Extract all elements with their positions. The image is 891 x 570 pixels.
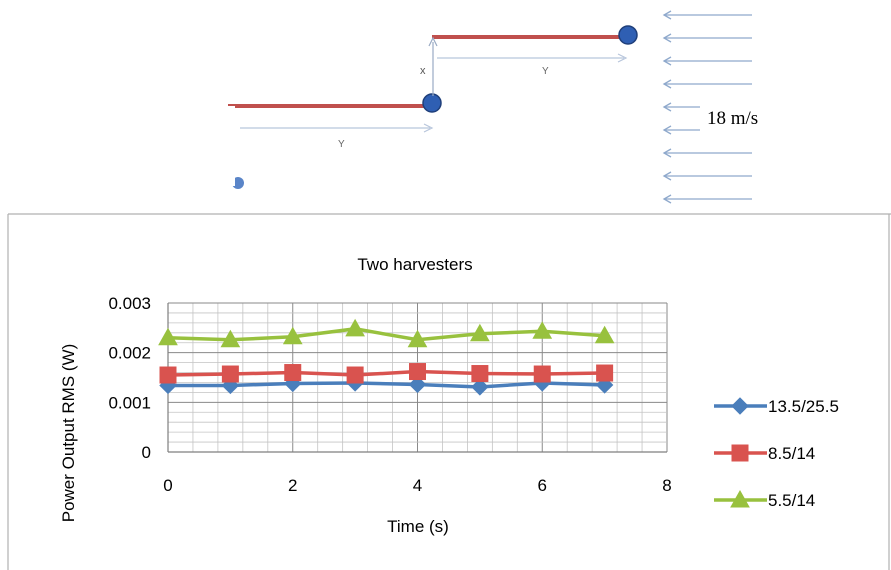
- legend-label: 8.5/14: [768, 444, 815, 463]
- data-point: [221, 365, 239, 383]
- data-point: [596, 364, 614, 382]
- data-point: [158, 327, 178, 346]
- data-point: [532, 321, 553, 339]
- series-line: [167, 369, 605, 377]
- x-tick-labels: 0 2 4 6 8: [163, 476, 671, 495]
- data-point: [471, 365, 489, 383]
- wind-arrows: [662, 10, 752, 204]
- x-axis-title: Time (s): [387, 517, 449, 536]
- data-point: [282, 326, 303, 345]
- data-point: [284, 364, 302, 382]
- chart-title: Two harvesters: [357, 255, 472, 274]
- y-dimension-arrowhead-upper: [617, 53, 628, 63]
- data-point: [408, 375, 427, 394]
- y-dimension-label-upper: Y: [542, 66, 549, 77]
- y-tick-label: 0.002: [108, 344, 151, 363]
- data-point: [159, 366, 177, 384]
- data-point: [220, 329, 241, 348]
- harvester-schematic: x Y Y 18 m/s: [8, 10, 891, 215]
- wind-arrow: [662, 171, 752, 181]
- wind-arrow: [662, 148, 752, 158]
- wind-arrow: [662, 10, 752, 20]
- data-point: [471, 378, 489, 396]
- legend-entry: 5.5/14: [714, 489, 815, 510]
- data-point: [346, 366, 364, 384]
- y-tick-label: 0: [142, 443, 151, 462]
- series-2: [159, 363, 614, 384]
- data-point: [533, 365, 551, 383]
- wind-arrow: [662, 33, 752, 43]
- legend-marker: [731, 444, 749, 462]
- legend-label: 5.5/14: [768, 491, 815, 510]
- wind-speed-label: 18 m/s: [707, 108, 758, 129]
- data-point: [470, 323, 490, 342]
- data-point: [594, 325, 615, 344]
- legend-marker: [731, 397, 749, 415]
- x-tick-label: 6: [538, 476, 547, 495]
- legend-entry: 8.5/14: [714, 444, 815, 463]
- wind-arrow: [662, 79, 752, 89]
- y-tick-labels: 0 0.001 0.002 0.003: [108, 294, 151, 462]
- upper-harvester-node: [618, 25, 638, 45]
- data-point: [345, 318, 365, 337]
- legend-label: 13.5/25.5: [768, 397, 839, 416]
- x-dimension-arrowhead: [428, 36, 438, 47]
- data-point: [409, 363, 426, 381]
- legend-entry: 13.5/25.5: [714, 397, 839, 416]
- x-tick-label: 8: [662, 476, 671, 495]
- wind-arrow: [662, 56, 752, 66]
- x-tick-label: 0: [163, 476, 172, 495]
- y-tick-label: 0.003: [108, 294, 151, 313]
- legend-marker: [730, 489, 750, 508]
- wind-arrow: [662, 194, 752, 204]
- legend: 13.5/25.5 8.5/14 5.5/14: [714, 397, 839, 510]
- series-line: [168, 381, 605, 389]
- y-dimension-label-lower: Y: [338, 139, 345, 150]
- data-series: [158, 318, 615, 396]
- x-tick-label: 4: [413, 476, 422, 495]
- y-tick-label: 0.001: [108, 393, 151, 412]
- y-dimension-arrowhead-lower: [423, 123, 434, 133]
- x-dimension-label: x: [420, 65, 426, 77]
- data-point: [407, 329, 428, 348]
- series-line: [167, 327, 605, 342]
- series-3: [158, 318, 615, 348]
- x-tick-label: 2: [288, 476, 297, 495]
- lower-harvester-node: [422, 93, 442, 113]
- y-axis-title: Power Output RMS (W): [59, 344, 78, 523]
